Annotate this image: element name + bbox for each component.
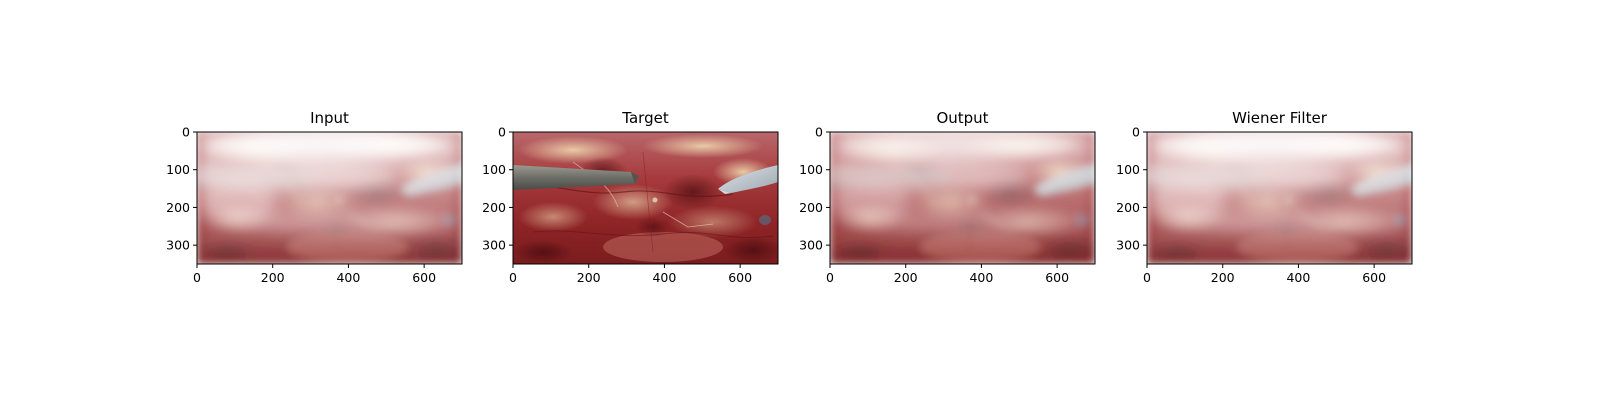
y-tick-label-target-100: 100 [482,162,506,177]
panel-target: Target 0 200 400 600 0 100 200 300 [482,109,779,285]
panel-title-output: Output [936,109,988,127]
x-tick-label-target-200: 200 [577,270,601,285]
x-tick-label-wiener-200: 200 [1211,270,1235,285]
x-tick-label-input-400: 400 [336,270,360,285]
y-tick-label-input-300: 300 [166,238,190,253]
image-input [197,132,462,264]
image-target [513,132,778,264]
y-tick-label-output-100: 100 [799,162,823,177]
x-tick-label-wiener-600: 600 [1362,270,1386,285]
y-tick-label-wiener-100: 100 [1116,162,1140,177]
y-tick-label-target-300: 300 [482,238,506,253]
y-tick-label-wiener-300: 300 [1116,238,1140,253]
panel-title-target: Target [621,109,669,127]
y-tick-label-wiener-200: 200 [1116,200,1140,215]
panel-input: Input 0 200 400 600 0 100 200 300 [166,109,463,285]
y-tick-label-target-0: 0 [498,125,506,140]
x-tick-label-output-200: 200 [894,270,918,285]
y-tick-label-output-200: 200 [799,200,823,215]
axes-frame-output [829,131,1096,265]
x-tick-label-input-600: 600 [412,270,436,285]
y-tick-label-input-200: 200 [166,200,190,215]
x-tick-label-target-600: 600 [728,270,752,285]
image-output [830,132,1095,264]
axes-frame-target [512,131,779,265]
y-tick-label-target-200: 200 [482,200,506,215]
x-tick-label-output-0: 0 [826,270,834,285]
x-tick-label-output-400: 400 [969,270,993,285]
x-tick-label-wiener-0: 0 [1143,270,1151,285]
x-tick-label-wiener-400: 400 [1286,270,1310,285]
x-tick-label-target-400: 400 [652,270,676,285]
x-tick-label-input-200: 200 [261,270,285,285]
panel-title-input: Input [310,109,349,127]
panel-output: Output 0 200 400 600 0 100 200 300 [799,109,1096,285]
y-tick-label-wiener-0: 0 [1132,125,1140,140]
y-tick-label-output-300: 300 [799,238,823,253]
panel-title-wiener: Wiener Filter [1232,109,1328,127]
image-wiener [1147,132,1412,264]
axes-frame-input [196,131,463,265]
y-tick-label-input-0: 0 [182,125,190,140]
x-tick-label-input-0: 0 [193,270,201,285]
x-tick-label-output-600: 600 [1045,270,1069,285]
axes-frame-wiener [1146,131,1413,265]
y-tick-label-output-0: 0 [815,125,823,140]
x-tick-label-target-0: 0 [509,270,517,285]
panel-wiener: Wiener Filter 0 200 400 600 0 100 200 300 [1116,109,1413,285]
y-tick-label-input-100: 100 [166,162,190,177]
